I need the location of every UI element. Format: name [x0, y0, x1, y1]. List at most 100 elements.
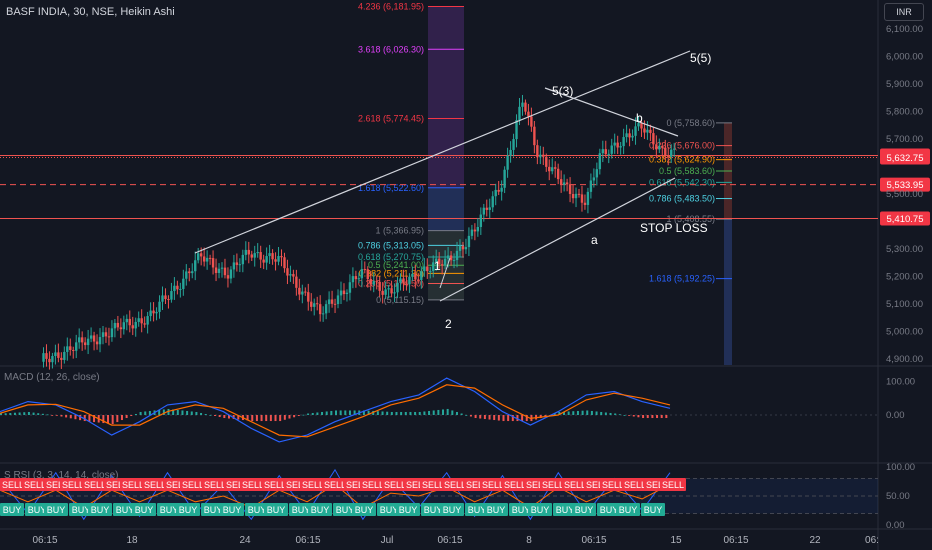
candle-body — [628, 133, 631, 138]
candle-body — [170, 291, 173, 300]
macd-histogram-bar — [246, 415, 249, 421]
candle-body — [51, 356, 54, 363]
candle-body — [488, 207, 491, 210]
macd-histogram-bar — [0, 413, 2, 415]
macd-histogram-bar — [614, 413, 617, 415]
macd-histogram-bar — [497, 415, 500, 421]
candle-body — [307, 292, 310, 302]
candle-body — [387, 288, 390, 290]
candle-body — [402, 278, 405, 284]
buy-tag-label: BUY — [355, 505, 374, 515]
candle-body — [634, 126, 637, 136]
macd-histogram-bar — [353, 410, 356, 415]
candle-body — [583, 202, 587, 205]
sell-tag-label: SELL — [62, 480, 84, 490]
wave-label: 5(3) — [552, 84, 573, 98]
macd-histogram-bar — [37, 413, 40, 415]
candle-body — [253, 253, 256, 258]
fib-zone-middle — [428, 187, 464, 231]
macd-histogram-bar — [656, 415, 659, 419]
candle-body — [610, 145, 613, 154]
candle-body — [235, 262, 239, 265]
candle-body — [384, 289, 387, 295]
candle-body — [333, 303, 337, 305]
candle-body — [324, 304, 328, 314]
macd-histogram-bar — [297, 415, 300, 417]
fib-left-label: 0 (5,115.15) — [376, 295, 424, 305]
candle-body — [533, 126, 536, 146]
buy-tag-label: BUY — [531, 505, 550, 515]
macd-histogram-bar — [102, 415, 105, 424]
macd-histogram-bar — [423, 411, 426, 415]
macd-histogram-bar — [469, 415, 472, 417]
candle-body — [295, 276, 298, 288]
candle-body — [598, 153, 602, 170]
sell-tag — [240, 478, 266, 491]
candle-body — [405, 283, 408, 285]
candle-body — [363, 269, 366, 271]
candle-body — [503, 169, 506, 188]
buy-tag — [333, 503, 357, 516]
buy-tag — [396, 503, 420, 516]
sell-tag-label: SELL — [144, 480, 166, 490]
macd-label: MACD (12, 26, close) — [4, 372, 100, 383]
candle-body — [378, 281, 381, 291]
candle-body — [280, 255, 283, 258]
sell-tag-label: SELL — [602, 480, 624, 490]
macd-histogram-bar — [525, 415, 528, 422]
candle-body — [568, 184, 572, 194]
currency-selector[interactable]: INR — [884, 3, 924, 21]
macd-y-tick: 0.00 — [886, 410, 905, 421]
candle-body — [589, 180, 593, 192]
macd-histogram-bar — [632, 415, 635, 417]
buy-tag-label: BUY — [468, 505, 487, 515]
candle-body — [485, 207, 488, 210]
candle-body — [452, 260, 456, 262]
buy-tag-label: BUY — [47, 505, 66, 515]
candle-body — [292, 274, 295, 277]
buy-tag-label: BUY — [204, 505, 223, 515]
macd-histogram-bar — [321, 411, 324, 415]
macd-histogram-bar — [88, 415, 91, 422]
candle-body — [89, 335, 93, 339]
y-tick-label: 6,000.00 — [886, 52, 923, 63]
buy-tag — [289, 503, 313, 516]
candle-body — [101, 332, 105, 338]
macd-histogram-bar — [139, 411, 142, 415]
candle-body — [631, 135, 634, 138]
fib-right-label: 1 (5,408.55) — [666, 214, 715, 224]
candle-body — [238, 264, 242, 266]
candle-body — [310, 301, 313, 307]
candle-body — [164, 295, 167, 300]
sell-tag-label: SELL — [504, 480, 526, 490]
stoch-y-tick: 0.00 — [886, 520, 905, 531]
candle-body — [399, 278, 402, 283]
candle-body — [214, 267, 218, 273]
buy-tag — [465, 503, 489, 516]
macd-histogram-bar — [572, 411, 575, 415]
macd-histogram-bar — [604, 412, 607, 415]
buy-tag-label: BUY — [267, 505, 286, 515]
fib-left-label: 0.236 (5,174.50) — [358, 279, 424, 289]
candle-body — [464, 247, 468, 250]
candle-body — [199, 253, 203, 257]
macd-histogram-bar — [158, 409, 161, 415]
stoch-k-line — [0, 468, 671, 521]
macd-histogram-bar — [223, 415, 226, 419]
macd-histogram-bar — [651, 415, 654, 419]
sell-tag-label: SELL — [24, 480, 46, 490]
fib-zone-upper — [428, 6, 464, 188]
buy-tag — [572, 503, 596, 516]
macd-histogram-bar — [307, 413, 310, 415]
candle-body — [658, 145, 661, 150]
macd-histogram-bar — [18, 412, 21, 415]
candle-body — [167, 299, 170, 301]
sell-tag — [202, 478, 228, 491]
macd-histogram-bar — [446, 408, 449, 415]
candle-body — [54, 352, 57, 357]
sell-tag — [622, 478, 648, 491]
macd-histogram-bar — [600, 411, 603, 415]
buy-tag — [352, 503, 376, 516]
candle-body — [375, 281, 378, 283]
